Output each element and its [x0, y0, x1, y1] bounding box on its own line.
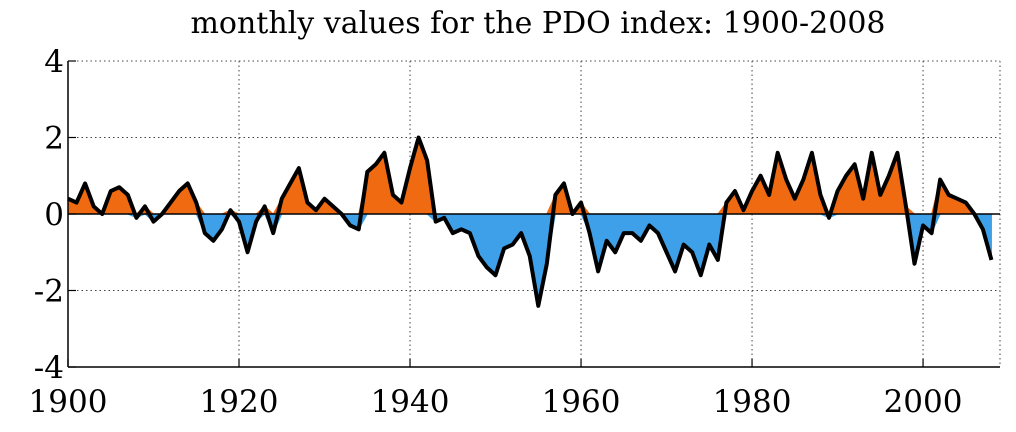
x-tick-label: 1960 [542, 384, 621, 420]
y-tick-label: -2 [34, 274, 64, 310]
y-tick-label: -4 [34, 350, 64, 386]
x-tick-label: 1940 [371, 384, 450, 420]
ticks [67, 60, 1000, 368]
y-tick-label: 2 [44, 121, 64, 157]
y-tick-labels: 4 2 0 -2 -4 [34, 44, 64, 386]
x-tick-label: 2000 [884, 384, 963, 420]
y-tick-label: 4 [44, 44, 64, 80]
x-tick-labels: 1900 1920 1940 1960 1980 2000 [29, 384, 963, 420]
y-tick-label: 0 [44, 197, 64, 233]
x-tick-label: 1980 [713, 384, 792, 420]
chart-title: monthly values for the PDO index: 1900-2… [190, 6, 885, 41]
x-tick-label: 1900 [29, 384, 108, 420]
smooth-line-group [67, 135, 994, 308]
x-tick-label: 1920 [200, 384, 279, 420]
smooth-line [67, 135, 994, 308]
